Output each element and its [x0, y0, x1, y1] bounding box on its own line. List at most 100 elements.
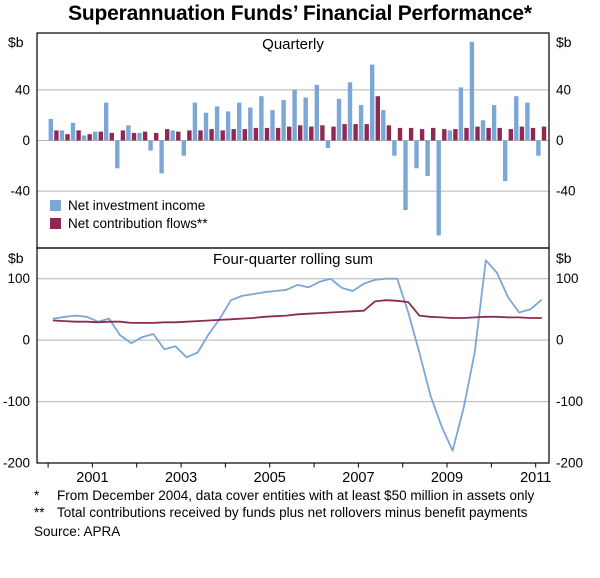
x-tick-label: 2001 [76, 470, 108, 486]
legend-item-net-investment-income: Net investment income [50, 196, 208, 214]
bar [281, 100, 286, 141]
y-tick-label: -100 [3, 394, 30, 409]
bar [480, 120, 486, 141]
footnotes: * From December 2004, data cover entitie… [34, 487, 537, 540]
x-tick-label: 2005 [254, 470, 286, 486]
bar [381, 110, 386, 141]
bar [320, 125, 325, 141]
bar [214, 106, 220, 141]
bar [209, 129, 214, 141]
legend-label-investment: Net investment income [68, 197, 206, 213]
bar [325, 140, 331, 149]
bar [491, 105, 497, 141]
x-tick-label: 2011 [520, 470, 551, 486]
bar [131, 132, 137, 141]
bar [137, 132, 142, 141]
bar [264, 127, 270, 141]
legend-swatch-contribution [50, 217, 61, 229]
chart-canvas: 40 40 0 0 -40 -40 100 100 0 0 -100 -100 -200 -200 2001… [3, 32, 583, 486]
bar [181, 140, 186, 156]
y-tick-label: -100 [556, 394, 583, 409]
bar [54, 130, 59, 141]
legend-swatch-investment [50, 199, 61, 211]
bar [458, 87, 464, 141]
y-tick-label: 40 [15, 82, 30, 97]
bar [120, 130, 126, 141]
bar [497, 127, 502, 141]
bar [176, 131, 181, 141]
y-tick-label: -200 [556, 456, 583, 471]
footnote-2-marker: ** [34, 505, 45, 520]
y-tick-label: 0 [556, 333, 564, 348]
bar [109, 132, 114, 141]
bar [331, 126, 336, 141]
bar [525, 102, 530, 141]
y-tick-label: -200 [3, 456, 30, 471]
y-tick-label: 100 [7, 271, 30, 286]
bars-net-contribution-flows [54, 96, 547, 141]
legend: Net investment income Net contribution f… [50, 196, 208, 232]
y-tick-label: -40 [10, 184, 30, 199]
bar [403, 140, 408, 211]
bar [347, 82, 353, 141]
bar [419, 129, 425, 141]
bar [126, 125, 131, 141]
bar [231, 129, 236, 141]
unit-label-top-left: $b [8, 34, 24, 50]
bar [370, 64, 375, 141]
bar [431, 127, 436, 141]
bar [475, 126, 480, 141]
unit-label-top-right: $b [556, 34, 572, 50]
bar [292, 89, 297, 141]
top-panel-title: Quarterly [262, 36, 324, 53]
bar [353, 124, 358, 141]
bar [142, 131, 148, 141]
bar [287, 126, 292, 141]
bar [248, 107, 253, 141]
legend-item-net-contribution-flows: Net contribution flows** [50, 214, 208, 232]
footnote-2: ** Total contributions received by funds… [34, 504, 537, 521]
y-tick-label: -40 [556, 184, 576, 199]
bar [336, 98, 342, 141]
bar [386, 125, 392, 141]
bar [253, 127, 259, 141]
bar [65, 134, 70, 141]
bar [104, 102, 109, 141]
bar [198, 130, 203, 141]
bar [503, 140, 508, 181]
y-tick-label: 100 [556, 271, 579, 286]
y-tick-label: 0 [22, 333, 30, 348]
bar [397, 127, 403, 141]
bar [220, 130, 225, 141]
line-net-contribution-flows [52, 299, 543, 324]
x-tick-label: 2003 [165, 470, 197, 486]
footnote-1-text: From December 2004, data cover entities … [57, 488, 535, 503]
bar [486, 127, 491, 141]
bar [237, 102, 242, 141]
bar [447, 130, 452, 141]
bar [70, 122, 76, 141]
bar [519, 126, 525, 141]
bar [364, 124, 369, 141]
bar [314, 84, 319, 141]
y-tick-label: 40 [556, 82, 571, 97]
bar [414, 140, 419, 169]
bar [81, 135, 87, 141]
bar [375, 96, 380, 141]
quarterly-panel: 40 40 0 0 -40 -40 [10, 32, 576, 249]
line-net-investment-income [52, 259, 543, 452]
footnote-1: * From December 2004, data cover entitie… [34, 487, 537, 504]
bar [541, 126, 547, 141]
source-line: Source: APRA [34, 524, 121, 539]
footnote-1-marker: * [34, 488, 40, 503]
bar [298, 125, 303, 141]
bar [453, 129, 458, 141]
bar [192, 102, 198, 141]
bar [165, 129, 170, 141]
bar [464, 127, 469, 141]
bar [170, 130, 175, 141]
x-tick-label: 2007 [342, 470, 374, 486]
bar [148, 140, 153, 151]
y-tick-label: 0 [556, 133, 564, 148]
